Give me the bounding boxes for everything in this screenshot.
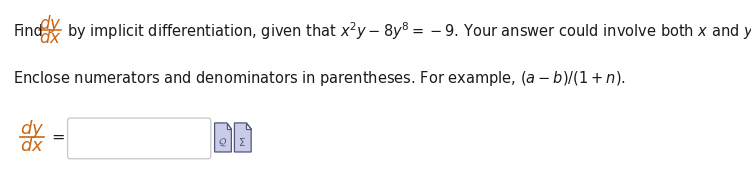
Polygon shape [227,123,231,129]
Text: by implicit differentiation, given that $x^2y - 8y^8 = -9$. Your answer could in: by implicit differentiation, given that … [67,20,751,42]
Text: $\mathit{dx}$: $\mathit{dx}$ [39,29,62,47]
Text: $\mathit{dy}$: $\mathit{dy}$ [20,118,44,140]
Text: $\Sigma$: $\Sigma$ [238,136,246,148]
Text: $\mathit{dx}$: $\mathit{dx}$ [20,137,44,155]
Text: Find: Find [14,24,44,39]
Text: $\mathcal{Q}$: $\mathcal{Q}$ [218,136,227,148]
Text: =: = [51,130,65,145]
FancyBboxPatch shape [68,118,211,159]
Polygon shape [246,123,251,129]
Polygon shape [234,123,251,152]
Text: $\mathit{dy}$: $\mathit{dy}$ [39,13,62,35]
Polygon shape [215,123,231,152]
Text: Enclose numerators and denominators in parentheses. For example, $(a - b)/(1+n)$: Enclose numerators and denominators in p… [14,69,626,88]
